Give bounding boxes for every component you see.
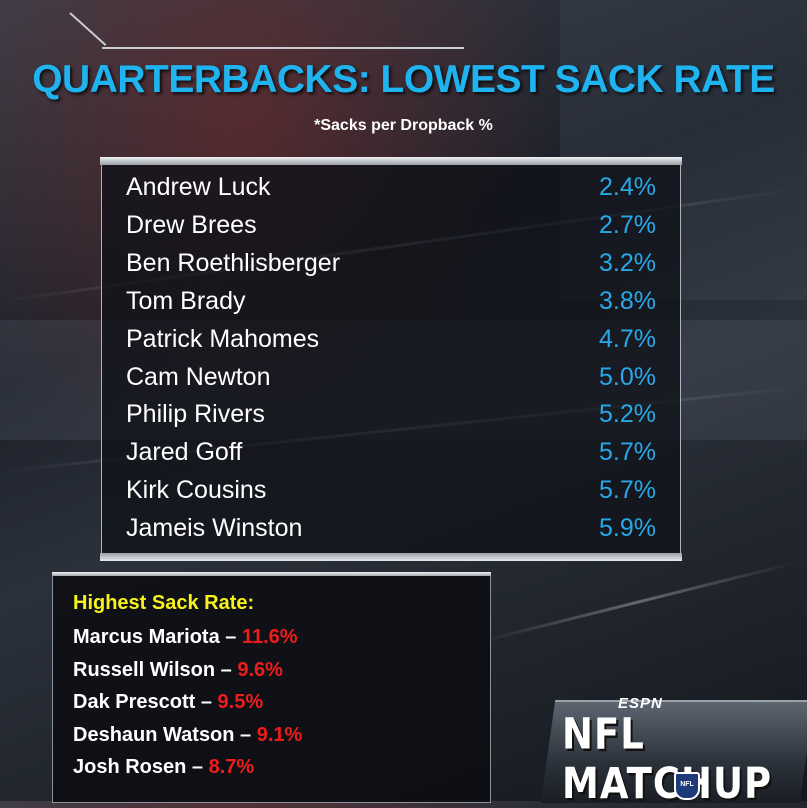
table-row: Jameis Winston 5.9% [126, 509, 656, 547]
sack-rate-value: 5.7% [599, 438, 656, 467]
table-row: Ben Roethlisberger 3.2% [126, 244, 656, 282]
sack-rate-value: 11.6% [241, 626, 298, 648]
sack-rate-value: 2.7% [599, 210, 656, 239]
highest-row: Marcus Mariota – 11.6% [73, 626, 298, 649]
highest-row: Russell Wilson – 9.6% [73, 659, 283, 682]
table-row: Drew Brees 2.7% [126, 206, 656, 244]
highest-row: Josh Rosen – 8.7% [73, 756, 254, 779]
player-name: Cam Newton [126, 362, 271, 391]
dash-separator: – [186, 756, 209, 778]
sack-rate-value: 9.5% [217, 691, 264, 713]
table-row: Jared Goff 5.7% [126, 433, 656, 471]
dash-separator: – [195, 691, 218, 713]
highest-heading: Highest Sack Rate: [73, 592, 255, 614]
sack-rate-value: 5.0% [599, 362, 656, 391]
espn-wordmark: ESPN [618, 695, 663, 712]
player-name: Philip Rivers [126, 400, 265, 429]
player-name: Josh Rosen [73, 756, 187, 778]
table-row: Cam Newton 5.0% [126, 358, 656, 396]
dash-separator: – [234, 723, 257, 746]
player-name: Marcus Mariota [73, 626, 220, 648]
player-name: Tom Brady [126, 286, 246, 315]
player-name: Jameis Winston [126, 514, 303, 543]
table-row: Tom Brady 3.8% [126, 282, 656, 320]
panel-top-bar [100, 157, 682, 165]
player-name: Andrew Luck [126, 173, 271, 201]
background-streak [479, 560, 798, 643]
sack-rate-value: 9.1% [256, 723, 303, 746]
header-rule [102, 47, 464, 49]
header-rule-diagonal [69, 12, 107, 46]
sack-rate-value: 3.8% [599, 286, 656, 315]
chart-subtitle: *Sacks per Dropback % [314, 117, 493, 134]
show-wordmark: NFL MATCHUP [562, 709, 773, 808]
table-row: Philip Rivers 5.2% [126, 395, 656, 433]
sack-rate-value: 9.6% [237, 658, 283, 681]
chart-title: QUARTERBACKS: LOWEST SACK RATE [32, 58, 775, 101]
sack-rate-value: 4.7% [599, 324, 656, 353]
player-name: Patrick Mahomes [126, 324, 320, 353]
player-name: Kirk Cousins [126, 476, 267, 505]
sack-rate-value: 3.2% [599, 248, 656, 277]
dash-separator: – [215, 658, 238, 681]
sack-rate-value: 2.4% [599, 173, 656, 201]
highest-row: Deshaun Watson – 9.1% [73, 724, 302, 747]
sack-rate-value: 8.7% [208, 756, 255, 778]
sack-rate-value: 5.2% [599, 400, 656, 429]
nfl-shield-icon: NFL [674, 772, 700, 800]
player-name: Jared Goff [126, 438, 243, 467]
table-row: Andrew Luck 2.4% [126, 168, 656, 206]
player-name: Drew Brees [126, 210, 257, 239]
nfl-matchup-logo: ESPN NFL MATCHUP NFL [540, 680, 807, 808]
player-name: Russell Wilson [73, 658, 216, 681]
lowest-sack-rate-panel: Andrew Luck 2.4% Drew Brees 2.7% Ben Roethli… [100, 157, 682, 561]
table-row: Kirk Cousins 5.7% [126, 471, 656, 509]
panel-bottom-bar [100, 553, 682, 561]
player-name: Dak Prescott [73, 691, 196, 713]
highest-sack-rate-box: Highest Sack Rate: Marcus Mariota – 11.6… [52, 572, 491, 803]
player-name: Ben Roethlisberger [126, 248, 341, 277]
nfl-shield-label: NFL [680, 781, 694, 788]
table-row: Patrick Mahomes 4.7% [126, 320, 656, 358]
sack-rate-value: 5.9% [599, 514, 656, 543]
highest-row: Dak Prescott – 9.5% [73, 691, 263, 714]
dash-separator: – [219, 626, 242, 648]
player-name: Deshaun Watson [73, 723, 235, 746]
box-top-bar [52, 572, 491, 576]
sack-rate-value: 5.7% [599, 476, 656, 505]
